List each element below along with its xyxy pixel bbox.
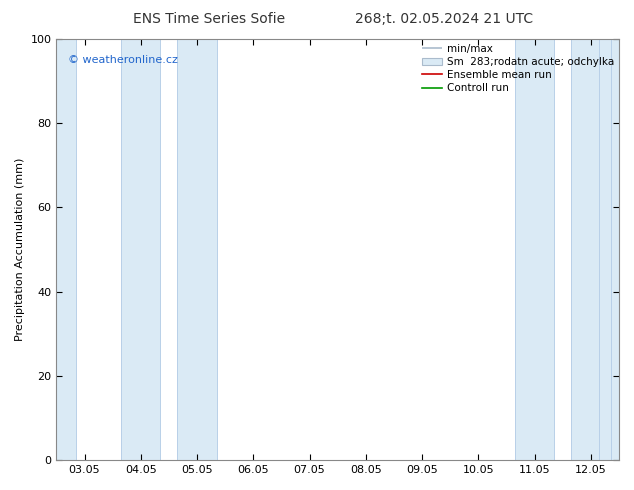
Bar xyxy=(178,39,217,460)
Text: ENS Time Series Sofie: ENS Time Series Sofie xyxy=(133,12,285,26)
Bar xyxy=(571,39,611,460)
Bar xyxy=(121,39,160,460)
Text: 268;t. 02.05.2024 21 UTC: 268;t. 02.05.2024 21 UTC xyxy=(355,12,533,26)
Text: © weatheronline.cz: © weatheronline.cz xyxy=(68,55,178,66)
Bar xyxy=(56,39,76,460)
Legend: min/max, Sm  283;rodatn acute; odchylka, Ensemble mean run, Controll run: min/max, Sm 283;rodatn acute; odchylka, … xyxy=(422,44,614,93)
Bar xyxy=(515,39,554,460)
Y-axis label: Precipitation Accumulation (mm): Precipitation Accumulation (mm) xyxy=(15,158,25,341)
Bar xyxy=(599,39,619,460)
